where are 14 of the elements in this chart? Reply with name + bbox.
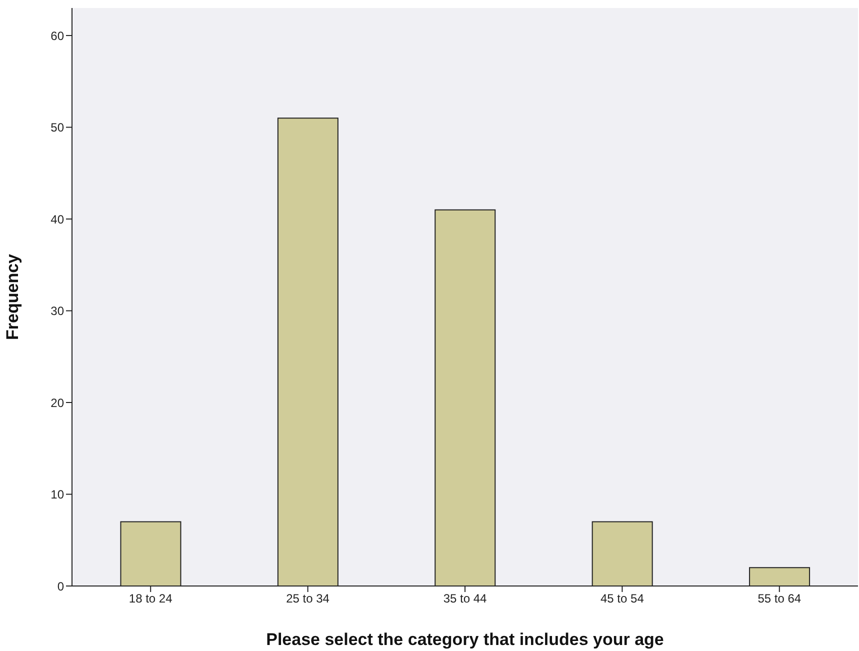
x-tick-label: 35 to 44 xyxy=(443,592,488,606)
y-tick-label: 60 xyxy=(50,28,64,43)
x-tick-label: 18 to 24 xyxy=(128,592,173,606)
y-tick-label: 30 xyxy=(50,304,64,318)
y-tick-label: 40 xyxy=(50,212,64,226)
x-axis-title: Please select the category that includes your age xyxy=(266,630,664,649)
y-tick-label: 50 xyxy=(50,120,64,135)
x-tick-label: 45 to 54 xyxy=(600,592,644,606)
y-axis-title: Frequency xyxy=(3,253,22,340)
y-tick-label: 10 xyxy=(50,488,64,502)
y-tick-label: 20 xyxy=(50,396,64,410)
y-tick-label: 0 xyxy=(57,579,64,594)
x-tick-label: 55 to 64 xyxy=(758,592,802,606)
x-tick-label: 25 to 34 xyxy=(286,592,330,606)
